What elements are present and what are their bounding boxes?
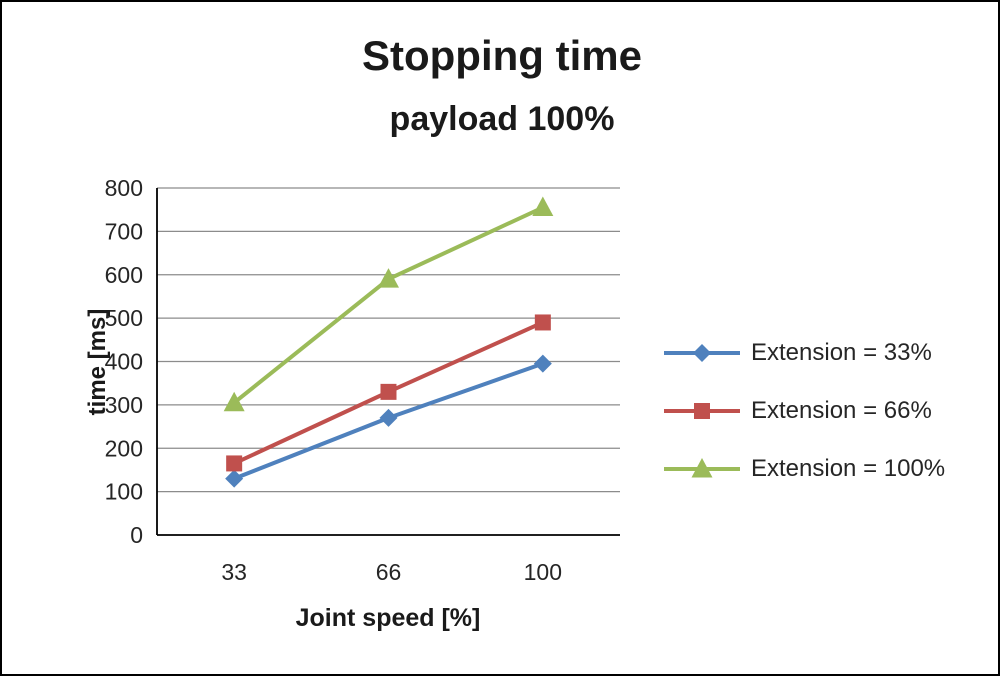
- square-marker-icon: [380, 383, 397, 400]
- legend-series-sample-icon: [664, 458, 740, 478]
- y-tick-label: 600: [105, 262, 143, 288]
- diamond-marker-icon: [225, 469, 244, 488]
- chart-title: Stopping time: [362, 32, 642, 79]
- square-marker-icon: [694, 403, 710, 419]
- legend-label: Extension = 66%: [751, 397, 932, 424]
- chart-subtitle: payload 100%: [389, 100, 615, 138]
- legend-item: Extension = 33%: [662, 336, 945, 370]
- y-tick-label: 400: [105, 349, 143, 375]
- y-axis-title: time [ms]: [84, 308, 111, 416]
- x-axis-title: Joint speed [%]: [295, 604, 481, 632]
- y-tick-label: 800: [105, 175, 143, 201]
- legend-item: Extension = 100%: [662, 452, 945, 486]
- y-tick-label: 100: [105, 479, 143, 505]
- x-tick-label: 66: [376, 559, 402, 585]
- series-line: [232, 205, 544, 405]
- legend: Extension = 33% Extension = 66% Extensio…: [662, 336, 945, 486]
- legend-label: Extension = 33%: [751, 339, 932, 366]
- triangle-marker-icon: [691, 458, 713, 478]
- diamond-marker-icon: [533, 354, 552, 373]
- triangle-marker-icon: [223, 391, 245, 412]
- y-tick-label: 200: [105, 435, 143, 461]
- square-marker-icon: [534, 314, 551, 331]
- legend-item: Extension = 66%: [662, 394, 945, 428]
- y-tick-label: 300: [105, 392, 143, 418]
- diamond-marker-icon: [379, 408, 398, 427]
- diamond-marker-icon: [693, 344, 711, 362]
- y-tick-label: 0: [130, 522, 143, 548]
- legend-series-sample-icon: [664, 403, 740, 419]
- legend-series-sample-icon: [664, 344, 740, 362]
- x-tick-label: 100: [524, 559, 562, 585]
- x-tick-label: 33: [221, 559, 247, 585]
- legend-label: Extension = 100%: [751, 455, 946, 482]
- triangle-marker-icon: [378, 268, 399, 288]
- square-marker-icon: [226, 455, 243, 472]
- y-tick-label: 700: [105, 218, 143, 244]
- triangle-marker-icon: [532, 196, 554, 217]
- y-tick-label: 500: [105, 305, 143, 331]
